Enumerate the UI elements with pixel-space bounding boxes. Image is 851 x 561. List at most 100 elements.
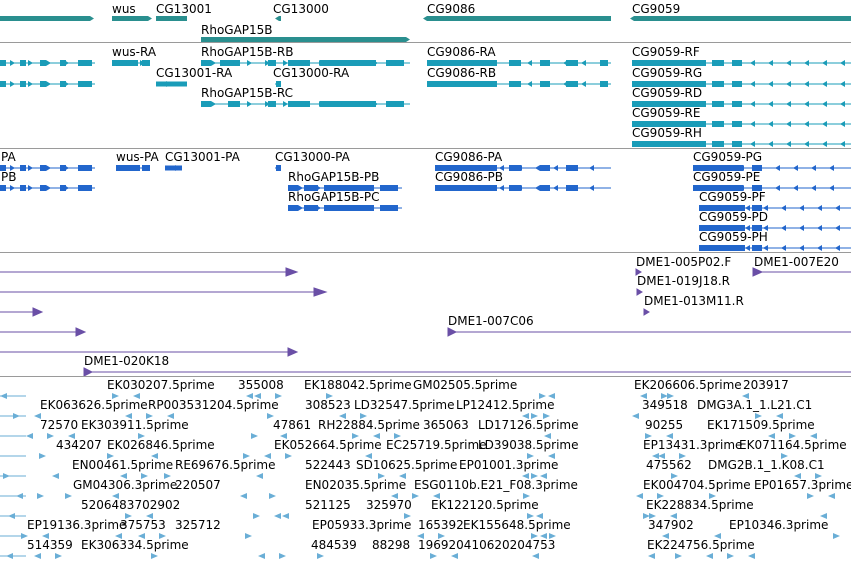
est-label[interactable]: EP01001.3prime (459, 458, 559, 472)
est-label[interactable]: RH22884.5prime (318, 418, 420, 432)
protein-label[interactable]: RhoGAP15B-PB (288, 170, 380, 184)
est-label[interactable]: EP01657.3prime (754, 478, 851, 492)
protein-label[interactable]: RhoGAP15B-PC (288, 190, 380, 204)
transcript-label[interactable]: RhoGAP15B-RC (201, 86, 293, 100)
gene-label[interactable]: CG9086 (427, 2, 476, 16)
est-label[interactable]: LD39038.5prime (478, 438, 579, 452)
protein-label[interactable]: CG9059-PE (693, 170, 761, 184)
transcript-glyphs[interactable] (0, 0, 851, 148)
est-label[interactable]: EK303911.5prime (81, 418, 189, 432)
est-label[interactable]: 484539 (311, 538, 357, 552)
est-label[interactable]: LP12412.5prime (456, 398, 555, 412)
protein-glyphs[interactable] (0, 0, 851, 252)
clone-glyphs[interactable] (0, 0, 851, 376)
est-label[interactable]: EC25719.5prime (386, 438, 487, 452)
est-label[interactable]: LD32547.5prime (354, 398, 455, 412)
est-label[interactable]: EK155648.5prime (463, 518, 571, 532)
est-label[interactable]: 514359 (27, 538, 73, 552)
transcript-label[interactable]: CG9086-RA (427, 45, 496, 59)
est-label[interactable]: 325712 (175, 518, 221, 532)
est-label[interactable]: RP003531204.5prime (148, 398, 279, 412)
est-label[interactable]: GM04306.3prime (73, 478, 178, 492)
transcript-label[interactable]: CG9059-RE (632, 106, 701, 120)
est-label[interactable]: EK063626.5prime (40, 398, 148, 412)
est-label[interactable]: EK052664.5prime (274, 438, 382, 452)
clone-label[interactable]: DME1-007C06 (448, 314, 534, 328)
protein-label[interactable]: wus-PA (116, 150, 159, 164)
protein-label[interactable]: CG9059-PF (699, 190, 766, 204)
transcript-track[interactable] (0, 0, 851, 148)
est-label[interactable]: 355008 (238, 378, 284, 392)
est-label[interactable]: 521125 (305, 498, 351, 512)
transcript-label[interactable]: CG9059-RD (632, 86, 703, 100)
est-label[interactable]: EK306334.5prime (81, 538, 189, 552)
est-label[interactable]: DMG3A.1_1.L21.C1 (697, 398, 813, 412)
est-label[interactable]: SD10625.5prime (356, 458, 458, 472)
est-label[interactable]: 375753 (120, 518, 166, 532)
gene-track[interactable] (0, 0, 851, 42)
est-label[interactable]: EN00461.5prime (72, 458, 174, 472)
protein-label[interactable]: CG9059-PH (699, 230, 768, 244)
clone-label[interactable]: DME1-005P02.F (636, 255, 732, 269)
est-label[interactable]: ESG0110b.E21_F08.3prime (414, 478, 578, 492)
est-label[interactable]: 522443 (305, 458, 351, 472)
transcript-label[interactable]: CG13001-RA (156, 66, 233, 80)
clone-track[interactable] (0, 0, 851, 376)
gene-label[interactable]: RhoGAP15B (201, 23, 273, 37)
protein-label[interactable]: CG13001-PA (165, 150, 240, 164)
gene-glyphs[interactable] (0, 0, 851, 42)
transcript-label[interactable]: wus-RA (112, 45, 157, 59)
est-label[interactable]: RE69676.5prime (175, 458, 276, 472)
est-label[interactable]: 365063 (423, 418, 469, 432)
transcript-label[interactable]: CG9059-RG (632, 66, 703, 80)
est-label[interactable]: 90255 (645, 418, 684, 432)
transcript-label[interactable]: CG9086-RB (427, 66, 497, 80)
est-label[interactable]: 72570 (40, 418, 79, 432)
est-label[interactable]: 47861 (273, 418, 312, 432)
est-label[interactable]: EP10346.3prime (729, 518, 829, 532)
clone-label[interactable]: DME1-007E20 (754, 255, 839, 269)
est-label[interactable]: EK188042.5prime (304, 378, 412, 392)
est-label[interactable]: 5206483702902 (81, 498, 181, 512)
est-label[interactable]: GM02505.5prime (413, 378, 518, 392)
est-label[interactable]: 165392 (418, 518, 464, 532)
est-label[interactable]: LD17126.5prime (478, 418, 579, 432)
est-label[interactable]: 349518 (642, 398, 688, 412)
est-label[interactable]: EK004704.5prime (643, 478, 751, 492)
est-label[interactable]: 347902 (648, 518, 694, 532)
est-label[interactable]: 88298 (372, 538, 411, 552)
gene-label[interactable]: CG13000 (273, 2, 329, 16)
protein-label[interactable]: CG13000-PA (275, 150, 350, 164)
est-label[interactable]: EK171509.5prime (707, 418, 815, 432)
est-label[interactable]: EN02035.5prime (305, 478, 407, 492)
est-label[interactable]: EK071164.5prime (739, 438, 847, 452)
protein-label[interactable]: CG9086-PA (435, 150, 503, 164)
est-label[interactable]: 203917 (743, 378, 789, 392)
est-label[interactable]: DMG2B.1_1.K08.C1 (708, 458, 825, 472)
protein-label[interactable]: PA (1, 150, 16, 164)
est-label[interactable]: EK206606.5prime (634, 378, 742, 392)
est-label[interactable]: EP19136.3prime (27, 518, 127, 532)
protein-label[interactable]: CG9086-PB (435, 170, 504, 184)
est-label[interactable]: 220507 (175, 478, 221, 492)
protein-track[interactable] (0, 0, 851, 252)
est-label[interactable]: 308523 (305, 398, 351, 412)
gene-label[interactable]: wus (112, 2, 136, 16)
est-label[interactable]: EK030207.5prime (107, 378, 215, 392)
transcript-label[interactable]: CG9059-RH (632, 126, 702, 140)
gene-label[interactable]: CG9059 (632, 2, 681, 16)
est-label[interactable]: 196920410620204753 (418, 538, 556, 552)
est-label[interactable]: 475562 (646, 458, 692, 472)
est-label[interactable]: EK026846.5prime (107, 438, 215, 452)
est-label[interactable]: EK122120.5prime (431, 498, 539, 512)
transcript-label[interactable]: RhoGAP15B-RB (201, 45, 294, 59)
clone-label[interactable]: DME1-019J18.R (637, 274, 731, 288)
transcript-label[interactable]: CG9059-RF (632, 45, 700, 59)
protein-label[interactable]: CG9059-PD (699, 210, 769, 224)
clone-label[interactable]: DME1-020K18 (84, 354, 170, 368)
protein-label[interactable]: CG9059-PG (693, 150, 763, 164)
est-label[interactable]: 434207 (56, 438, 102, 452)
est-label[interactable]: EK228834.5prime (646, 498, 754, 512)
